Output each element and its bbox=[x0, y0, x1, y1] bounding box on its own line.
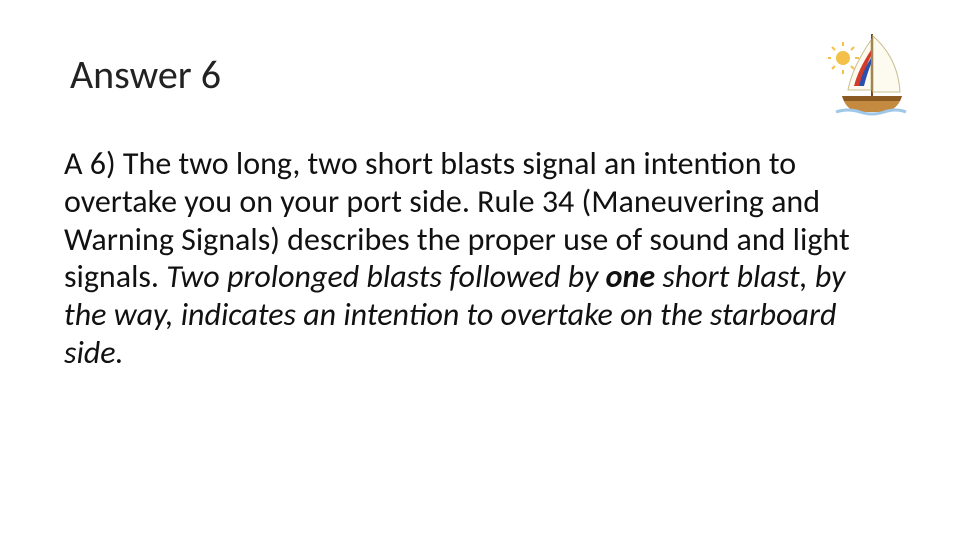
body-italic-pre: Two prolonged blasts followed by bbox=[166, 257, 605, 296]
slide-body: A 6) The two long, two short blasts sign… bbox=[64, 145, 864, 372]
body-bold-word: one bbox=[606, 257, 655, 296]
sun-icon bbox=[836, 51, 850, 65]
slide: Answer 6 A 6) The two long, two short bl… bbox=[0, 0, 960, 540]
slide-title: Answer 6 bbox=[70, 50, 221, 99]
hull-top-icon bbox=[842, 96, 902, 101]
main-sail-icon bbox=[873, 36, 900, 92]
sailboat-icon bbox=[828, 28, 908, 118]
